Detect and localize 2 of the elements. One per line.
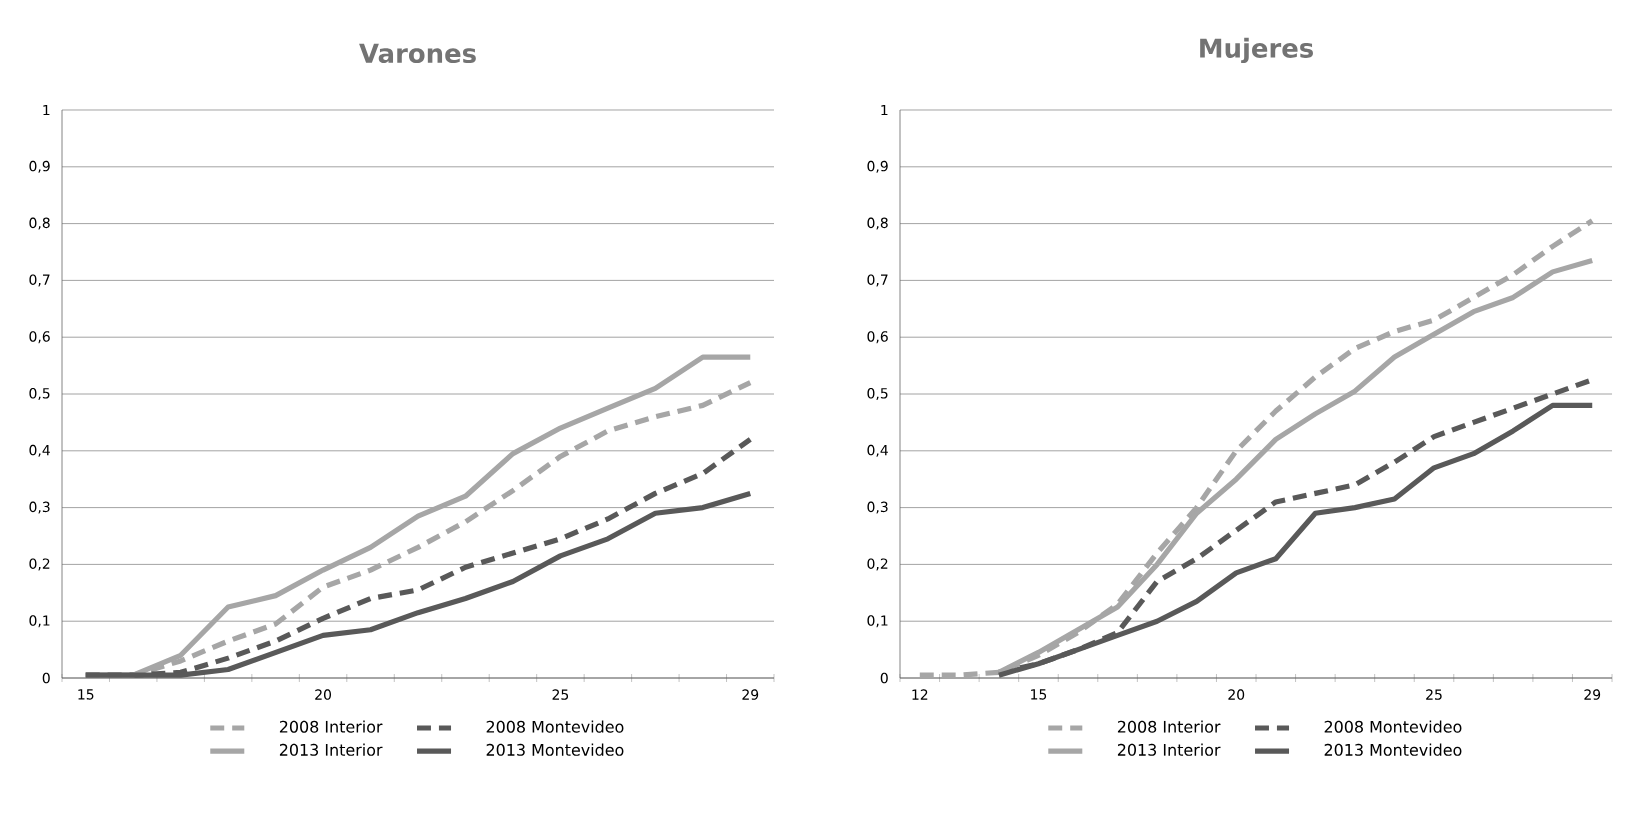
chart-title: Mujeres [1200,37,1313,64]
chart-title: Varones [359,43,476,64]
